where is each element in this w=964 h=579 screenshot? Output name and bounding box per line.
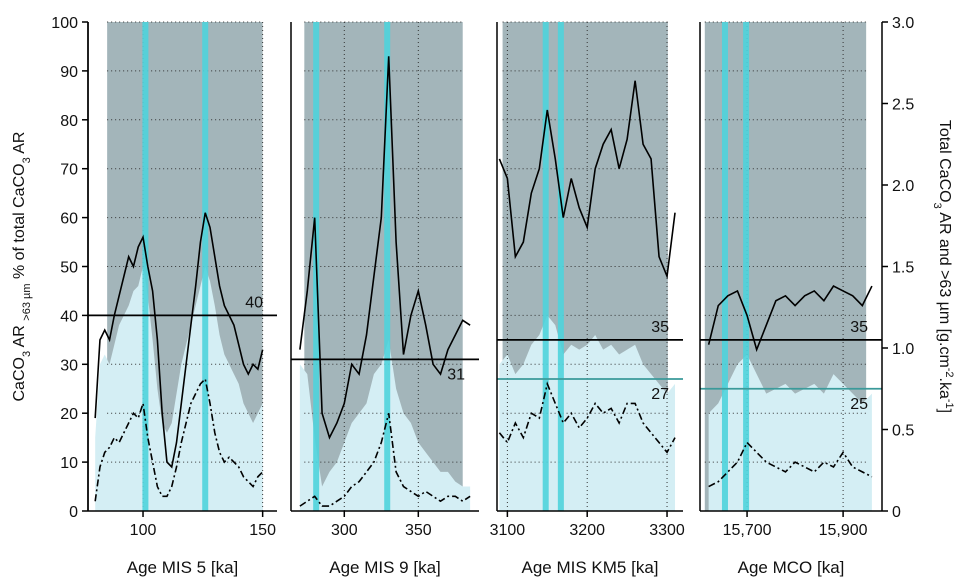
x-axis-label: Age MIS KM5 [ka] bbox=[522, 558, 659, 577]
y2-tick-label: 0 bbox=[892, 504, 901, 521]
label-part: >63 µm bbox=[21, 283, 33, 320]
y-tick-label: 50 bbox=[60, 260, 78, 277]
label-part: 3 bbox=[21, 351, 33, 357]
highlight-band bbox=[557, 22, 564, 511]
solid-line bbox=[498, 80, 676, 280]
x-tick-label: 3100 bbox=[490, 522, 526, 539]
y2-tick-label: 1.5 bbox=[892, 260, 914, 277]
mean-label: 40 bbox=[245, 294, 263, 311]
label-part: % of total CaCO bbox=[11, 163, 28, 283]
area bbox=[708, 354, 872, 511]
y-tick-label: 90 bbox=[60, 64, 78, 81]
dash-dot-line bbox=[708, 441, 873, 488]
x-tick-label: 100 bbox=[130, 522, 157, 539]
highlight-band bbox=[384, 22, 391, 511]
mean-label: 35 bbox=[850, 319, 868, 336]
label-part: Total CaCO bbox=[936, 120, 953, 203]
y-tick-label: 0 bbox=[69, 504, 78, 521]
y-tick-label: 100 bbox=[51, 15, 78, 32]
y-tick-label: 80 bbox=[60, 113, 78, 130]
mean-label: 31 bbox=[447, 366, 465, 383]
label-part: [g.cm bbox=[936, 324, 953, 368]
highlight-band bbox=[743, 22, 750, 511]
axis-label: CaCO3 AR >63 µm % of total CaCO3 AR bbox=[11, 132, 33, 402]
highlight-band bbox=[721, 22, 728, 511]
highlight-band bbox=[202, 22, 209, 511]
x-tick-label: 350 bbox=[405, 522, 432, 539]
label-part: .ka bbox=[936, 378, 953, 399]
mean-label: 35 bbox=[651, 319, 669, 336]
solid-line bbox=[94, 212, 264, 469]
x-axis-label: Age MIS 5 [ka] bbox=[127, 558, 239, 577]
x-tick-label: 150 bbox=[249, 522, 276, 539]
x-tick-label: 300 bbox=[331, 522, 358, 539]
x-tick-label: 15,700 bbox=[723, 522, 772, 539]
mean-label: 27 bbox=[651, 386, 669, 403]
y2-tick-label: 3.0 bbox=[892, 15, 914, 32]
label-part: -2 bbox=[943, 368, 955, 378]
y-tick-label: 20 bbox=[60, 406, 78, 423]
x-axis-label: Age MIS 9 [ka] bbox=[329, 558, 441, 577]
label-part: 3 bbox=[21, 157, 33, 163]
x-axis-label: Age MCO [ka] bbox=[738, 558, 845, 577]
label-part: AR bbox=[11, 321, 28, 351]
x-tick-label: 3300 bbox=[649, 522, 685, 539]
label-part: 3 bbox=[931, 203, 943, 209]
label-part: AR and >63 bbox=[936, 209, 953, 302]
highlight-band bbox=[542, 22, 549, 511]
label-part: µm bbox=[936, 302, 953, 325]
axis-label: Total CaCO3 AR and >63 µm [g.cm-2.ka-1] bbox=[931, 120, 955, 413]
y-tick-label: 10 bbox=[60, 455, 78, 472]
area bbox=[95, 266, 263, 511]
y-tick-label: 30 bbox=[60, 357, 78, 374]
label-part: ] bbox=[936, 409, 953, 413]
solid-line bbox=[707, 285, 873, 353]
y2-tick-label: 2.0 bbox=[892, 178, 914, 195]
y2-tick-label: 0.5 bbox=[892, 423, 914, 440]
dash-dot-line bbox=[94, 377, 264, 502]
label-part: AR bbox=[11, 132, 28, 158]
label-part: CaCO bbox=[11, 357, 28, 401]
x-tick-label: 3200 bbox=[569, 522, 605, 539]
y-tick-label: 70 bbox=[60, 162, 78, 179]
label-part: -1 bbox=[943, 399, 955, 409]
x-tick-label: 15,900 bbox=[819, 522, 868, 539]
solid-line bbox=[299, 56, 471, 440]
highlight-band bbox=[142, 22, 149, 511]
y2-tick-label: 1.0 bbox=[892, 341, 914, 358]
mean-label: 25 bbox=[850, 396, 868, 413]
y2-tick-label: 2.5 bbox=[892, 97, 914, 114]
dash-dot-line bbox=[299, 413, 471, 507]
y-tick-label: 40 bbox=[60, 308, 78, 325]
y-tick-label: 60 bbox=[60, 211, 78, 228]
